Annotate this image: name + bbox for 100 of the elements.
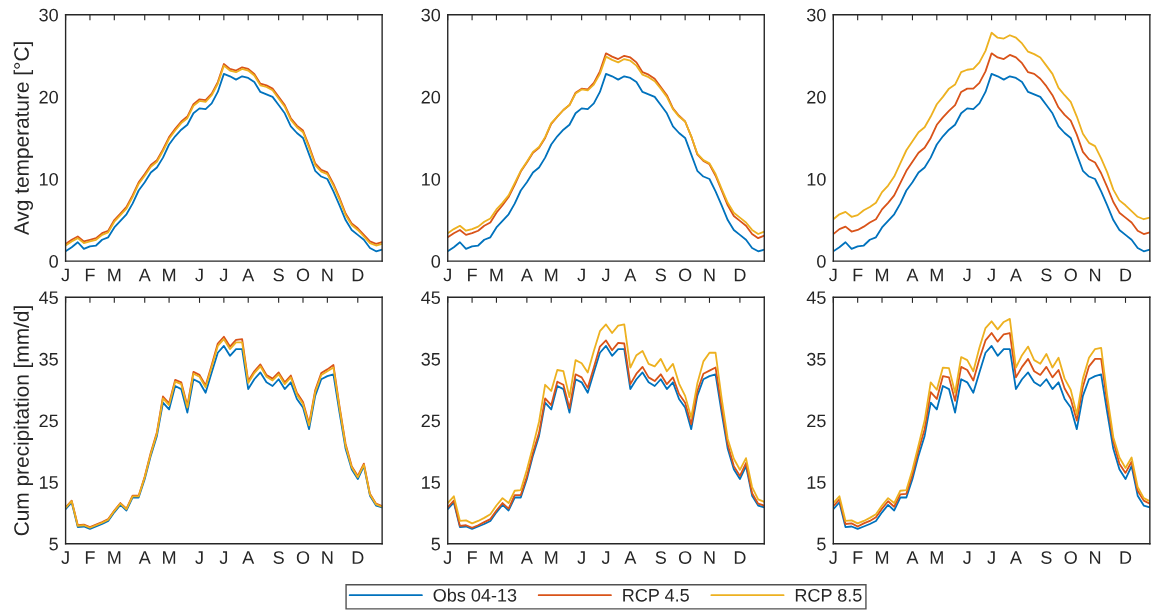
x-tick-label: N bbox=[1090, 551, 1101, 564]
y-tick-label: 0 bbox=[817, 255, 826, 268]
x-tick-label: N bbox=[704, 268, 715, 282]
x-tick-label: F bbox=[468, 551, 477, 564]
x-tick-label: A bbox=[624, 551, 637, 564]
x-tick-label: J bbox=[601, 268, 610, 282]
x-tick-label: S bbox=[1041, 551, 1052, 564]
y-tick-label: 0 bbox=[431, 255, 441, 268]
legend-label: RCP 4.5 bbox=[623, 588, 689, 602]
x-tick-label: A bbox=[138, 551, 151, 564]
x-tick-label: M bbox=[108, 268, 121, 282]
y-tick-label: 25 bbox=[421, 414, 441, 428]
x-tick-label: M bbox=[163, 268, 176, 282]
y-tick-label: 10 bbox=[807, 172, 826, 186]
x-tick-label: M bbox=[875, 551, 889, 564]
x-tick-label: M bbox=[930, 551, 943, 564]
y-tick-label: 10 bbox=[422, 172, 441, 186]
y-tick-label: 10 bbox=[39, 172, 58, 186]
x-tick-label: S bbox=[273, 268, 284, 282]
y-tick-label: 30 bbox=[806, 8, 826, 22]
x-tick-label: O bbox=[678, 268, 692, 282]
x-tick-label: A bbox=[906, 551, 919, 564]
line-series bbox=[833, 72, 1150, 253]
y-tick-label: 45 bbox=[39, 291, 58, 305]
x-tick-label: J bbox=[577, 551, 585, 564]
y-tick-label: 15 bbox=[422, 476, 441, 489]
y-tick-label: 5 bbox=[49, 537, 58, 551]
x-tick-label: D bbox=[352, 268, 364, 282]
x-tick-label: N bbox=[322, 551, 333, 564]
y-tick-label: 45 bbox=[806, 291, 826, 305]
x-tick-label: J bbox=[219, 268, 228, 282]
x-tick-label: D bbox=[1120, 268, 1132, 282]
x-tick-label: J bbox=[963, 551, 971, 564]
x-tick-label: J bbox=[601, 551, 610, 564]
x-tick-label: J bbox=[61, 551, 69, 564]
x-tick-label: M bbox=[545, 551, 558, 564]
y-axis-title: Cum precipitation [mm/d] bbox=[13, 306, 34, 536]
x-tick-label: S bbox=[655, 268, 666, 282]
x-tick-label: A bbox=[1009, 551, 1022, 564]
x-tick-label: J bbox=[963, 268, 971, 282]
x-tick-label: J bbox=[195, 268, 203, 282]
line-series bbox=[833, 31, 1150, 221]
legend-label: RCP 8.5 bbox=[795, 588, 862, 602]
x-tick-label: A bbox=[906, 268, 919, 282]
line-series bbox=[833, 52, 1150, 235]
x-tick-label: J bbox=[577, 268, 585, 282]
x-tick-label: J bbox=[195, 551, 203, 564]
x-tick-label: J bbox=[61, 268, 69, 282]
x-tick-label: S bbox=[1041, 268, 1052, 282]
x-tick-label: J bbox=[219, 551, 228, 564]
x-tick-label: A bbox=[520, 551, 533, 564]
x-tick-label: M bbox=[490, 268, 503, 282]
x-tick-label: A bbox=[624, 268, 637, 282]
x-tick-label: N bbox=[1090, 268, 1101, 282]
x-tick-label: J bbox=[829, 551, 837, 564]
y-tick-label: 30 bbox=[39, 8, 58, 22]
y-tick-label: 30 bbox=[421, 8, 441, 22]
x-tick-label: M bbox=[545, 268, 558, 282]
y-axis-title: Avg temperature [°C] bbox=[13, 42, 34, 236]
x-tick-label: A bbox=[520, 268, 533, 282]
y-tick-label: 0 bbox=[49, 255, 58, 268]
line-series bbox=[447, 72, 765, 253]
x-tick-label: O bbox=[678, 551, 692, 564]
x-tick-label: M bbox=[930, 268, 943, 282]
x-tick-label: J bbox=[987, 551, 995, 564]
y-tick-label: 20 bbox=[807, 90, 826, 104]
x-tick-label: J bbox=[987, 268, 995, 282]
y-tick-label: 25 bbox=[39, 414, 58, 428]
x-tick-label: D bbox=[734, 551, 746, 564]
x-tick-label: N bbox=[704, 551, 715, 564]
x-tick-label: F bbox=[853, 551, 863, 564]
x-tick-label: S bbox=[655, 551, 666, 564]
x-tick-label: A bbox=[242, 551, 255, 564]
x-tick-label: O bbox=[1064, 268, 1077, 282]
x-tick-label: D bbox=[1120, 551, 1132, 564]
x-tick-label: A bbox=[138, 268, 151, 282]
x-tick-label: F bbox=[468, 268, 477, 282]
legend-label: Obs 04-13 bbox=[433, 588, 517, 602]
y-tick-label: 35 bbox=[421, 352, 441, 366]
x-tick-label: D bbox=[734, 268, 746, 282]
y-tick-label: 15 bbox=[807, 476, 826, 489]
x-tick-label: M bbox=[163, 551, 176, 564]
y-tick-label: 15 bbox=[39, 476, 58, 489]
x-tick-label: M bbox=[875, 268, 889, 282]
y-tick-label: 5 bbox=[431, 537, 441, 551]
y-tick-label: 35 bbox=[806, 352, 826, 366]
x-tick-label: J bbox=[829, 268, 837, 282]
x-tick-label: O bbox=[296, 551, 310, 564]
x-tick-label: O bbox=[296, 268, 310, 282]
y-tick-label: 20 bbox=[421, 90, 441, 104]
x-tick-label: F bbox=[85, 268, 95, 282]
y-tick-label: 35 bbox=[39, 352, 58, 366]
y-tick-label: 25 bbox=[807, 414, 826, 428]
x-tick-label: M bbox=[108, 551, 121, 564]
y-tick-label: 20 bbox=[39, 90, 58, 104]
x-tick-label: A bbox=[242, 268, 255, 282]
x-tick-label: F bbox=[85, 551, 95, 564]
x-tick-label: J bbox=[443, 268, 451, 282]
x-tick-label: J bbox=[443, 551, 451, 564]
x-tick-label: N bbox=[322, 268, 333, 282]
